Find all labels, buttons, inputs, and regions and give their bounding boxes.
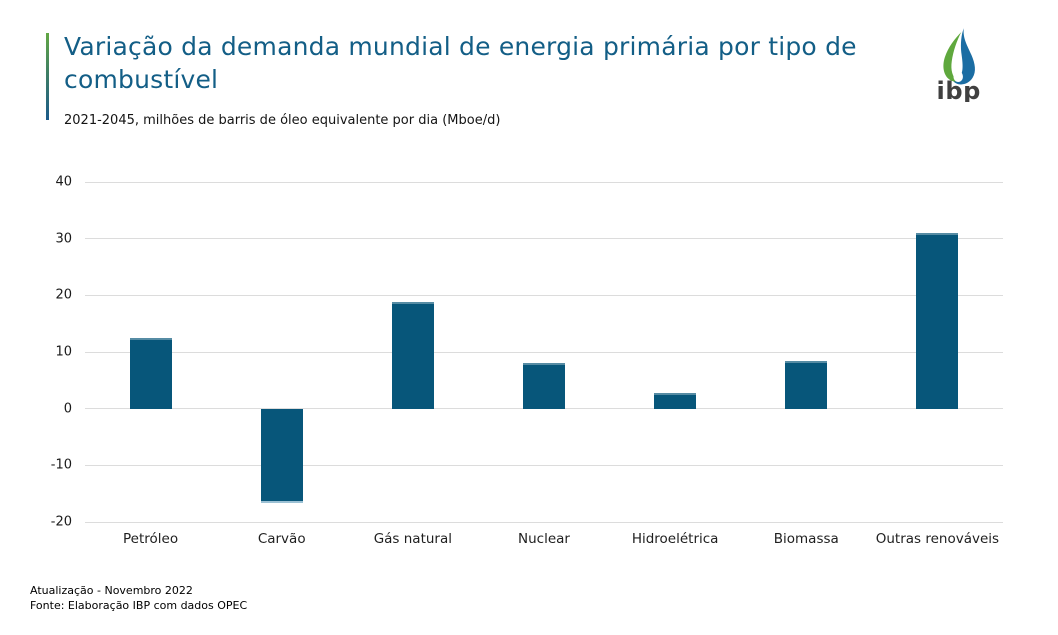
ibp-drop-icon: ibp [936, 28, 981, 102]
gridline [85, 408, 1003, 410]
y-tick-label: 20 [55, 287, 72, 303]
gridline [85, 464, 1003, 466]
y-tick-label: 40 [55, 174, 72, 190]
x-tick-label: Carvão [257, 531, 306, 547]
x-axis-labels: Petróleo Carvão Gás natural Nuclear Hidroelé… [85, 531, 1003, 553]
bar [654, 392, 697, 409]
ibp-logo: ibp [922, 28, 998, 102]
plot-area [85, 181, 1003, 523]
y-tick-label: 0 [63, 401, 72, 417]
y-axis-labels: 40 30 20 10 0 -10 -20 [0, 175, 72, 530]
y-tick-label: 10 [55, 344, 72, 360]
gridline [85, 181, 1003, 183]
y-tick-label: -10 [50, 457, 72, 473]
page-subtitle: 2021-2045, milhões de barris de óleo equ… [64, 113, 501, 128]
title-accent-bar [46, 33, 49, 120]
bar [260, 408, 303, 503]
source-note: Fonte: Elaboração IBP com dados OPEC [30, 599, 248, 613]
bar [916, 233, 959, 409]
x-tick-label: Petróleo [123, 531, 179, 547]
bar [129, 338, 172, 409]
gridline [85, 521, 1003, 523]
gridline [85, 351, 1003, 353]
gridline [85, 294, 1003, 296]
x-tick-label: Nuclear [518, 531, 570, 547]
update-note: Atualização - Novembro 2022 [30, 584, 193, 597]
gridline [85, 238, 1003, 240]
page-title: Variação da demanda mundial de energia p… [64, 32, 857, 94]
y-tick-label: -20 [50, 514, 72, 530]
bar [523, 362, 565, 409]
x-tick-label: Outras renováveis [875, 531, 1000, 547]
bar [391, 301, 434, 409]
bar [785, 360, 828, 409]
x-tick-label: Hidroelétrica [631, 531, 719, 547]
logo-text: ibp [936, 77, 981, 102]
x-tick-label: Gás natural [373, 531, 452, 547]
x-tick-label: Biomassa [773, 531, 839, 547]
footer: Atualização - Novembro 2022 Fonte: Elabo… [30, 583, 247, 614]
y-tick-label: 30 [55, 231, 72, 247]
